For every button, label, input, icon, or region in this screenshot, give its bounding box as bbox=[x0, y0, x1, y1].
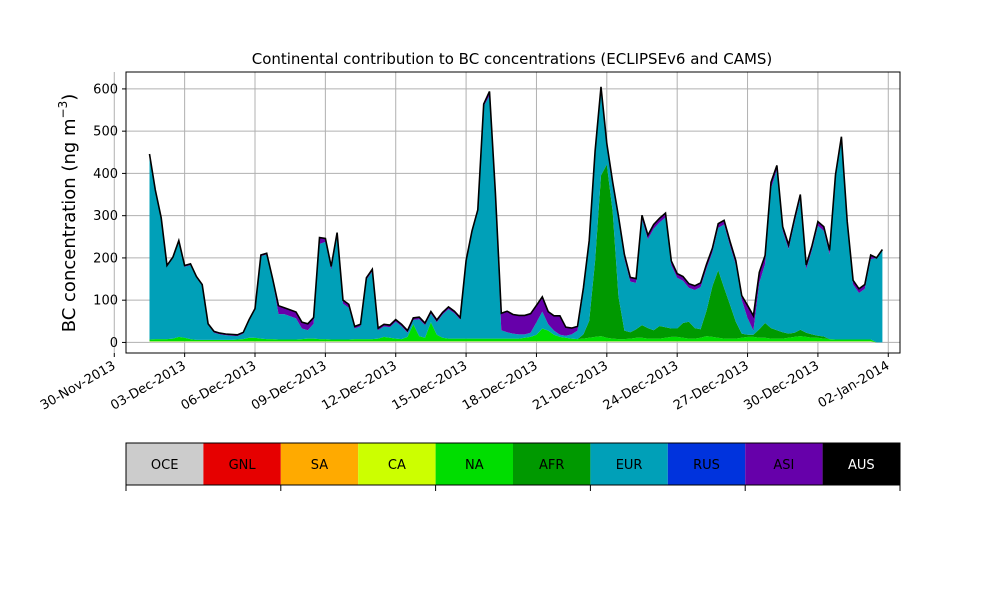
legend-swatch-asi bbox=[745, 443, 823, 485]
legend-swatch-rus bbox=[667, 443, 746, 485]
y-axis-label-close: ) bbox=[59, 94, 80, 101]
x-tick-label: 27-Dec-2013 bbox=[671, 358, 751, 413]
legend-label-oce: OCE bbox=[151, 458, 179, 473]
y-tick-label: 600 bbox=[93, 82, 118, 97]
x-tick-label: 30-Nov-2013 bbox=[38, 358, 118, 413]
y-tick-label: 400 bbox=[93, 167, 118, 182]
legend-label-aus: AUS bbox=[848, 458, 875, 473]
stacked-areas bbox=[148, 86, 884, 343]
x-tick-label: 15-Dec-2013 bbox=[390, 358, 470, 413]
area-eur bbox=[149, 91, 883, 343]
legend-swatch-na bbox=[435, 443, 513, 485]
x-tick-label: 03-Dec-2013 bbox=[108, 358, 188, 413]
x-tick-label: 21-Dec-2013 bbox=[530, 358, 610, 413]
x-tick-label: 24-Dec-2013 bbox=[601, 358, 681, 413]
y-tick-label: 0 bbox=[110, 336, 118, 351]
legend-label-na: NA bbox=[465, 458, 484, 473]
y-axis-label-exponent: −3 bbox=[56, 101, 70, 119]
area-oce bbox=[149, 341, 883, 343]
legend-label-rus: RUS bbox=[693, 458, 720, 473]
legend-label-gnl: GNL bbox=[229, 458, 257, 473]
x-tick-label: 06-Dec-2013 bbox=[179, 358, 259, 413]
legend-swatch-gnl bbox=[203, 443, 281, 485]
legend-label-sa: SA bbox=[311, 458, 328, 473]
legend-swatch-aus bbox=[822, 443, 900, 485]
total-line bbox=[148, 86, 884, 336]
x-tick-label: 02-Jan-2014 bbox=[816, 358, 893, 411]
legend-swatch-ca bbox=[358, 443, 436, 485]
x-tick-label: 09-Dec-2013 bbox=[249, 358, 329, 413]
legend-label-eur: EUR bbox=[616, 458, 643, 473]
x-tick-label: 12-Dec-2013 bbox=[319, 358, 399, 413]
y-tick-label: 500 bbox=[93, 125, 118, 140]
colorbar-legend: OCE GNL SA CA NA AFR EUR RUS ASI AUS bbox=[125, 442, 901, 491]
area-na bbox=[149, 322, 883, 343]
y-axis-label-main: BC concentration (ng m bbox=[59, 118, 80, 332]
plot-frame bbox=[125, 71, 901, 354]
y-axis-label: BC concentration (ng m−3) bbox=[56, 94, 80, 333]
legend-label-afr: AFR bbox=[539, 458, 564, 473]
y-tick-label: 200 bbox=[93, 251, 118, 266]
legend-label-asi: ASI bbox=[773, 458, 794, 473]
y-tick-label: 300 bbox=[93, 209, 118, 224]
legend-swatch-oce bbox=[126, 443, 204, 485]
legend-swatch-sa bbox=[280, 443, 359, 485]
y-tick-label: 100 bbox=[93, 294, 118, 309]
legend-swatch-eur bbox=[590, 443, 668, 485]
x-tick-label: 30-Dec-2013 bbox=[742, 358, 822, 413]
x-tick-label: 18-Dec-2013 bbox=[460, 358, 540, 413]
chart-title: Continental contribution to BC concentra… bbox=[252, 50, 773, 68]
area-ca bbox=[149, 341, 883, 343]
legend-frame bbox=[125, 442, 901, 486]
legend-label-ca: CA bbox=[388, 458, 406, 473]
legend-swatch-afr bbox=[513, 443, 591, 485]
